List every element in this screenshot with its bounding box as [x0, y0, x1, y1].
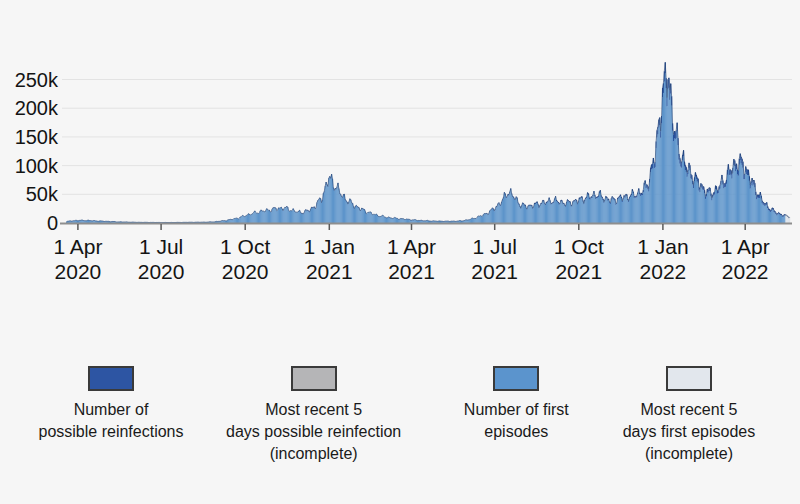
svg-text:150k: 150k [15, 126, 59, 148]
svg-text:1 Apr: 1 Apr [721, 235, 770, 258]
svg-text:1 Oct: 1 Oct [220, 235, 270, 258]
chart-area: 050k100k150k200k250k1 Apr20201 Jul20201 … [0, 0, 800, 300]
svg-text:100k: 100k [15, 155, 59, 177]
legend-label-recent-first-episodes: Most recent 5 days first episodes (incom… [623, 399, 756, 465]
svg-text:1 Jan: 1 Jan [637, 235, 688, 258]
svg-text:1 Jul: 1 Jul [473, 235, 517, 258]
svg-text:250k: 250k [15, 69, 59, 91]
svg-text:0: 0 [47, 212, 58, 234]
legend-swatch-first-episodes [493, 366, 539, 391]
legend-swatch-possible-reinfections [88, 366, 134, 391]
svg-text:1 Jul: 1 Jul [139, 235, 183, 258]
legend-item-recent-first-episodes: Most recent 5 days first episodes (incom… [604, 366, 774, 465]
svg-text:1 Apr: 1 Apr [53, 235, 102, 258]
svg-text:2020: 2020 [138, 260, 185, 283]
svg-text:2021: 2021 [388, 260, 435, 283]
page: 050k100k150k200k250k1 Apr20201 Jul20201 … [0, 0, 800, 504]
svg-text:1 Apr: 1 Apr [387, 235, 436, 258]
legend-item-first-episodes: Number of first episodes [431, 366, 601, 465]
chart-legend: Number of possible reinfections Most rec… [0, 366, 800, 465]
svg-text:1 Jan: 1 Jan [304, 235, 355, 258]
svg-text:2020: 2020 [222, 260, 269, 283]
svg-text:2021: 2021 [555, 260, 602, 283]
svg-text:2022: 2022 [640, 260, 687, 283]
legend-swatch-recent-possible-reinfection [291, 366, 337, 391]
legend-label-first-episodes: Number of first episodes [464, 399, 569, 443]
svg-text:2020: 2020 [55, 260, 102, 283]
legend-item-recent-possible-reinfection: Most recent 5 days possible reinfection … [199, 366, 429, 465]
legend-label-possible-reinfections: Number of possible reinfections [39, 399, 184, 443]
svg-text:1 Oct: 1 Oct [554, 235, 604, 258]
legend-swatch-recent-first-episodes [666, 366, 712, 391]
legend-item-possible-reinfections: Number of possible reinfections [26, 366, 196, 465]
covid-episodes-chart: 050k100k150k200k250k1 Apr20201 Jul20201 … [0, 0, 800, 300]
svg-text:50k: 50k [26, 183, 59, 205]
svg-text:2021: 2021 [306, 260, 353, 283]
svg-text:2021: 2021 [471, 260, 518, 283]
svg-text:2022: 2022 [722, 260, 769, 283]
svg-text:200k: 200k [15, 97, 59, 119]
legend-label-recent-possible-reinfection: Most recent 5 days possible reinfection … [226, 399, 401, 465]
